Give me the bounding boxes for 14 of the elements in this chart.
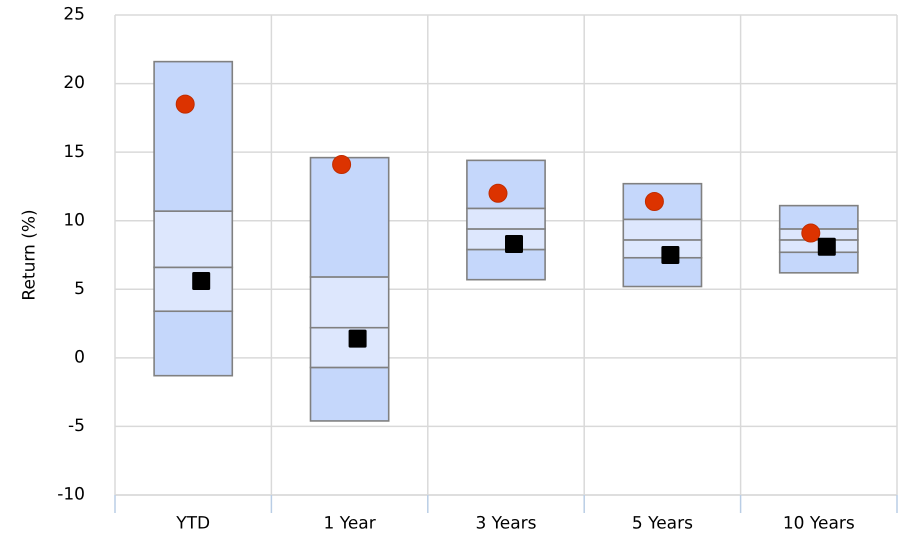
y-tick-label: -5 — [68, 416, 85, 436]
y-tick-label: 0 — [74, 348, 85, 368]
x-tick-label: 3 Years — [475, 514, 537, 534]
y-tick-label: -10 — [57, 484, 85, 505]
y-tick-label: 15 — [63, 142, 85, 162]
x-tick-label: YTD — [175, 514, 210, 534]
x-tick-label: 5 Years — [632, 514, 694, 534]
y-axis-title: Return (%) — [20, 209, 40, 301]
y-tick-label: 20 — [63, 73, 85, 94]
x-tick-label: 10 Years — [782, 514, 855, 534]
y-tick-label: 10 — [63, 210, 85, 230]
y-tick-label: 25 — [63, 4, 85, 25]
y-tick-label: 5 — [74, 278, 85, 299]
x-tick-label: 1 Year — [323, 514, 376, 534]
